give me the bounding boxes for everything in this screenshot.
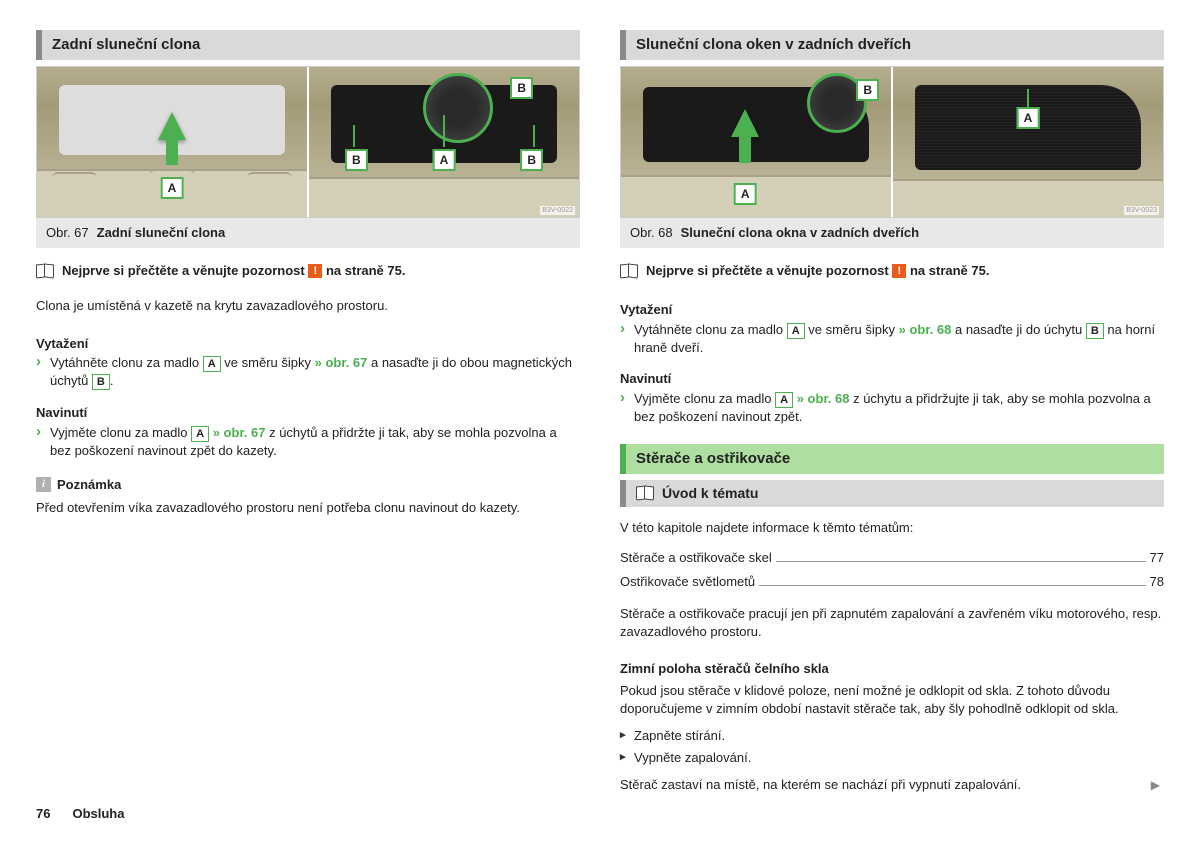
step: Vypněte zapalování. (620, 749, 1164, 767)
label-B: B (510, 77, 533, 99)
continuation-arrow-icon: ▶ (1151, 777, 1160, 793)
left-column: Zadní sluneční clona A B (36, 30, 580, 825)
figure-code: B3V-0022 (540, 206, 575, 215)
step: Vytáhněte clonu za madlo A ve směru šipk… (620, 321, 1164, 357)
toc-intro: V této kapitole najdete informace k těmt… (620, 519, 1164, 537)
right-column: Sluneční clona oken v zadních dveřích B … (620, 30, 1164, 825)
subhead-pull: Vytažení (36, 335, 580, 353)
figure-title: Zadní sluneční clona (97, 224, 226, 242)
manual-page: Zadní sluneční clona A B (36, 30, 1164, 825)
label-ref-B: B (92, 374, 110, 390)
step: Zapněte stírání. (620, 727, 1164, 745)
section-header: Zadní sluneční clona (36, 30, 580, 60)
label-ref-A: A (787, 323, 805, 339)
warning-icon: ! (892, 264, 906, 278)
subhead-roll: Navinutí (36, 404, 580, 422)
figure-caption: Obr. 68 Sluneční clona okna v zadních dv… (620, 218, 1164, 248)
figure-67: A B B A B B3V-0022 (36, 66, 580, 218)
final-text: Stěrač zastaví na místě, na kterém se na… (620, 776, 1164, 794)
fig-ref: » obr. 67 (213, 425, 266, 440)
note-heading: i Poznámka (36, 476, 580, 494)
page-footer: 76 Obsluha (36, 805, 124, 823)
step: Vyjměte clonu za madlo A » obr. 67 z úch… (36, 424, 580, 460)
label-A: A (1017, 107, 1040, 129)
subhead-winter: Zimní poloha stěračů čelního skla (620, 660, 1164, 678)
warning-icon: ! (308, 264, 322, 278)
toc-entry: Ostřikovače světlometů 78 (620, 573, 1164, 591)
toc-entry: Stěrače a ostřikovače skel 77 (620, 549, 1164, 567)
subhead-roll: Navinutí (620, 370, 1164, 388)
step: Vyjměte clonu za madlo A » obr. 68 z úch… (620, 390, 1164, 426)
label-ref-A: A (775, 392, 793, 408)
step: Vytáhněte clonu za madlo A ve směru šipk… (36, 354, 580, 390)
book-icon (636, 486, 654, 500)
intro-text: Clona je umístěná v kazetě na krytu zava… (36, 297, 580, 315)
subsection-header: Úvod k tématu (620, 480, 1164, 507)
figure-67-panel-2: B B A B (309, 67, 579, 217)
footer-section-name: Obsluha (72, 805, 124, 823)
page-number: 76 (36, 805, 50, 823)
figure-code: B3V-0023 (1124, 206, 1159, 215)
section-header: Sluneční clona oken v zadních dveřích (620, 30, 1164, 60)
winter-text: Pokud jsou stěrače v klidové poloze, nen… (620, 682, 1164, 717)
info-icon: i (36, 477, 51, 492)
label-B: B (345, 149, 368, 171)
label-A: A (734, 183, 757, 205)
figure-67-panel-1: A (37, 67, 307, 217)
fig-ref: » obr. 67 (315, 355, 368, 370)
figure-title: Sluneční clona okna v zadních dveřích (681, 224, 919, 242)
fig-ref: » obr. 68 (899, 322, 952, 337)
book-icon (36, 264, 54, 278)
toc-page: 78 (1150, 573, 1164, 591)
figure-68: B A A B3V-0023 (620, 66, 1164, 218)
label-ref-A: A (203, 356, 221, 372)
read-first-notice: Nejprve si přečtěte a věnujte pozornost … (36, 262, 580, 280)
note-text: Před otevřením víka zavazadlového prosto… (36, 499, 580, 517)
toc-page: 77 (1150, 549, 1164, 567)
fig-ref: » obr. 68 (797, 391, 850, 406)
figure-caption: Obr. 67 Zadní sluneční clona (36, 218, 580, 248)
section-header-green: Stěrače a ostřikovače (620, 444, 1164, 474)
label-A: A (433, 149, 456, 171)
read-first-notice: Nejprve si přečtěte a věnujte pozornost … (620, 262, 1164, 280)
label-ref-B: B (1086, 323, 1104, 339)
label-B: B (856, 79, 879, 101)
label-A: A (161, 177, 184, 199)
body-text: Stěrače a ostřikovače pracují jen při za… (620, 605, 1164, 640)
figure-number: Obr. 67 (46, 224, 89, 242)
figure-number: Obr. 68 (630, 224, 673, 242)
subhead-pull: Vytažení (620, 301, 1164, 319)
figure-68-panel-2: A (893, 67, 1163, 217)
label-B: B (520, 149, 543, 171)
figure-68-panel-1: B A (621, 67, 891, 217)
book-icon (620, 264, 638, 278)
label-ref-A: A (191, 426, 209, 442)
